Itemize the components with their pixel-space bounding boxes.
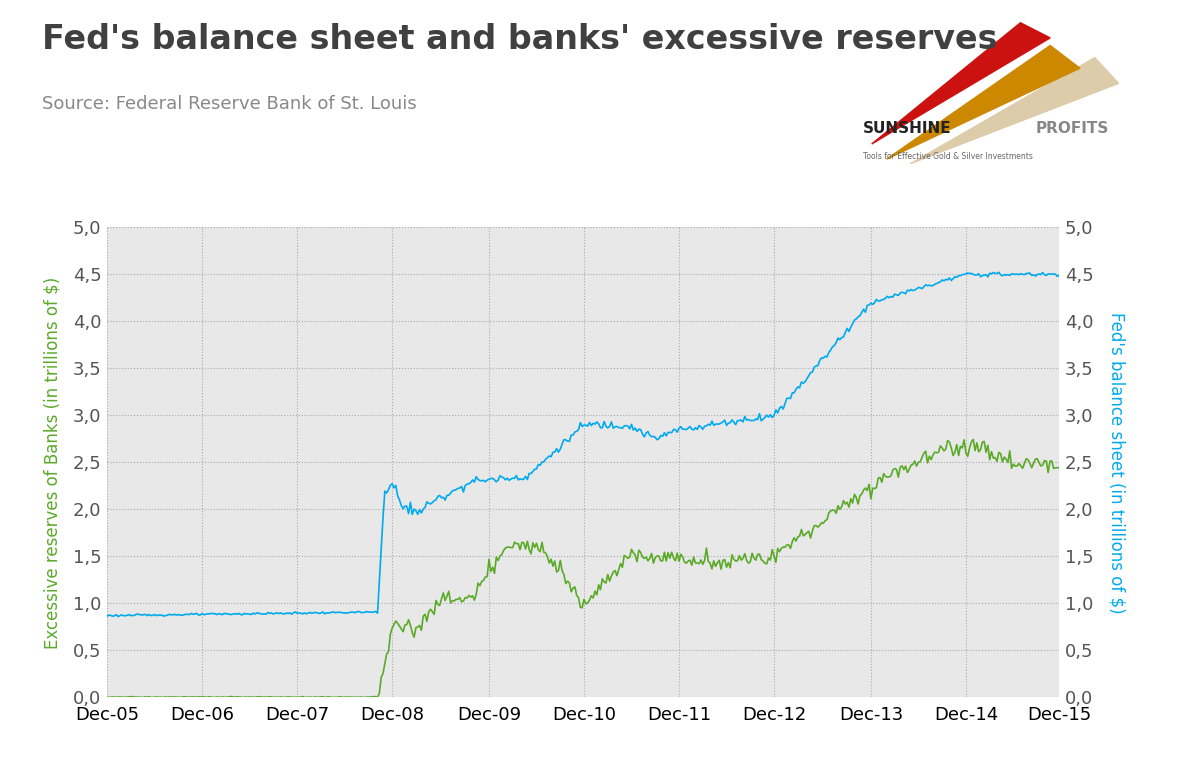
Y-axis label: Fed's balance sheet (in trillions of $): Fed's balance sheet (in trillions of $) — [1107, 312, 1126, 613]
Text: PROFITS: PROFITS — [1035, 121, 1109, 136]
Polygon shape — [910, 58, 1119, 164]
Text: Fed's balance sheet and banks' excessive reserves: Fed's balance sheet and banks' excessive… — [42, 23, 997, 56]
Text: Tools for Effective Gold & Silver Investments: Tools for Effective Gold & Silver Invest… — [863, 152, 1033, 161]
Polygon shape — [887, 45, 1081, 159]
Text: SUNSHINE: SUNSHINE — [863, 121, 951, 136]
Text: Source: Federal Reserve Bank of St. Louis: Source: Federal Reserve Bank of St. Loui… — [42, 95, 416, 113]
Polygon shape — [871, 23, 1051, 144]
Y-axis label: Excessive reserves of Banks (in trillions of $): Excessive reserves of Banks (in trillion… — [44, 276, 62, 649]
